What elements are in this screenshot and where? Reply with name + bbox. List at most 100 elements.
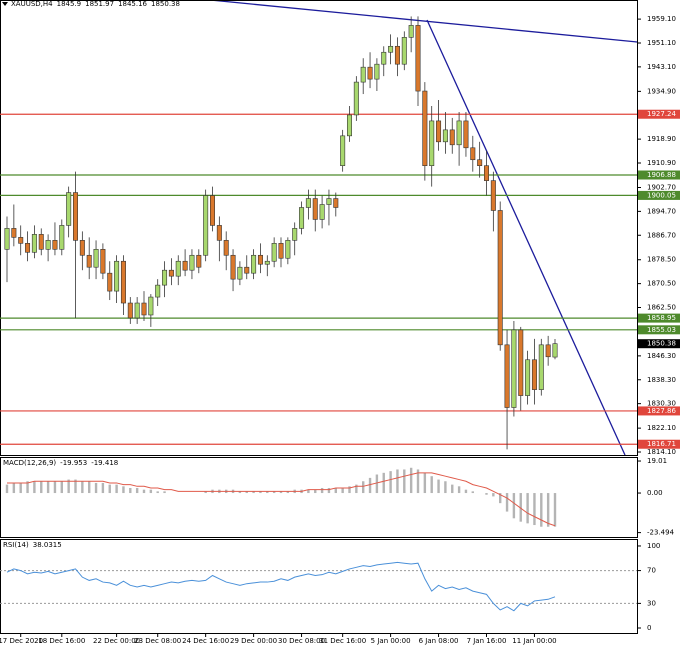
candle-body <box>148 296 154 316</box>
histogram-bar <box>108 484 111 494</box>
histogram-bar <box>471 491 474 494</box>
histogram-bar <box>204 491 207 494</box>
level-label: 1906.88 <box>647 171 676 179</box>
candle-body <box>504 344 510 408</box>
histogram-bar <box>375 474 379 494</box>
candle-body <box>326 198 332 205</box>
histogram-bar <box>115 484 118 494</box>
y-tick-label: 19.01 <box>647 457 667 465</box>
histogram-bar <box>485 493 488 495</box>
candle-body <box>401 37 407 65</box>
panel-title: MACD(12,26,9) <box>3 459 56 467</box>
candle-body <box>216 225 222 241</box>
indicator-line <box>7 472 556 527</box>
y-tick-label: 1894.70 <box>647 207 676 215</box>
trendline <box>426 19 626 456</box>
histogram-bar <box>46 481 50 494</box>
candle-body <box>292 228 298 241</box>
indicator-value: -19.953 <box>60 459 87 467</box>
candle-body <box>436 120 442 143</box>
candle-body <box>422 90 428 166</box>
y-tick-label: 1902.70 <box>647 183 676 191</box>
y-tick-label: 1822.10 <box>647 424 676 432</box>
candle-body <box>230 254 236 280</box>
level-label: 1816.71 <box>647 440 676 448</box>
level-tag <box>638 325 680 335</box>
x-tick-label: 11 Jan 00:00 <box>512 637 556 645</box>
candle-body <box>490 180 496 211</box>
candle-body <box>538 344 544 390</box>
candle-body <box>93 248 99 268</box>
candle-body <box>244 266 250 274</box>
histogram-bar <box>266 491 269 494</box>
candle-body <box>429 120 435 166</box>
candle-body <box>251 254 257 274</box>
histogram-bar <box>505 493 509 512</box>
y-tick-label: 0 <box>647 624 651 632</box>
level-tag <box>638 439 680 449</box>
candle-body <box>66 192 72 226</box>
histogram-bar <box>33 481 36 494</box>
x-tick-label: 17 Dec 2020 <box>0 637 43 645</box>
x-tick-label: 23 Dec 08:00 <box>134 637 181 645</box>
candle-body <box>223 240 229 256</box>
candle-body <box>353 81 359 116</box>
histogram-bar <box>272 491 276 494</box>
panel-title: XAUUSD,H4 <box>11 0 53 8</box>
ohlc-value: 1850.38 <box>151 0 180 8</box>
candle-body <box>483 165 489 181</box>
candle-body <box>285 240 291 259</box>
candle-body <box>442 129 448 143</box>
histogram-bar <box>26 481 29 494</box>
level-label: 1827.86 <box>647 407 676 415</box>
candle-body <box>114 260 120 292</box>
y-tick-label: 1878.50 <box>647 256 676 264</box>
candle-body <box>394 45 400 65</box>
histogram-bar <box>320 487 324 494</box>
candle-body <box>107 272 113 292</box>
candle-body <box>203 195 209 256</box>
candle-body <box>408 25 414 38</box>
histogram-bar <box>53 481 57 494</box>
histogram-bar <box>142 489 146 494</box>
histogram-bar <box>259 491 262 494</box>
candle-body <box>518 329 524 396</box>
x-tick-label: 31 Dec 16:00 <box>319 637 366 645</box>
histogram-bar <box>526 493 529 524</box>
candle-body <box>86 254 92 268</box>
histogram-bar <box>512 493 516 519</box>
y-tick-label: 1959.10 <box>647 15 676 23</box>
histogram-bar <box>423 472 427 494</box>
histogram-bar <box>314 489 317 494</box>
level-label: 1900.05 <box>647 191 676 199</box>
menu-arrow[interactable] <box>2 2 8 6</box>
histogram-bar <box>245 491 248 494</box>
y-tick-label: 1910.90 <box>647 159 676 167</box>
histogram-bar <box>368 477 372 494</box>
indicator-value: -19.418 <box>91 459 118 467</box>
histogram-bar <box>101 482 105 494</box>
histogram-bar <box>348 486 351 494</box>
panel-frame <box>0 539 638 634</box>
candle-body <box>18 237 24 244</box>
histogram-bar <box>327 487 331 494</box>
histogram-bar <box>355 484 358 494</box>
histogram-bar <box>553 493 557 527</box>
level-label: 1858.95 <box>647 314 676 322</box>
histogram-bar <box>135 487 139 494</box>
indicator-value: 38.0315 <box>33 541 62 549</box>
candle-body <box>360 66 366 83</box>
ohlc-value: 1851.97 <box>85 0 114 8</box>
level-tag <box>638 313 680 323</box>
y-tick-label: 70 <box>647 567 656 575</box>
y-tick-label: 1951.10 <box>647 39 676 47</box>
histogram-bar <box>546 493 550 527</box>
histogram-bar <box>238 491 242 494</box>
level-tag <box>638 170 680 180</box>
y-tick-label: 0.00 <box>647 489 663 497</box>
candle-body <box>4 228 10 250</box>
histogram-bar <box>88 481 91 494</box>
histogram-bar <box>403 469 406 494</box>
histogram-bar <box>540 493 543 527</box>
